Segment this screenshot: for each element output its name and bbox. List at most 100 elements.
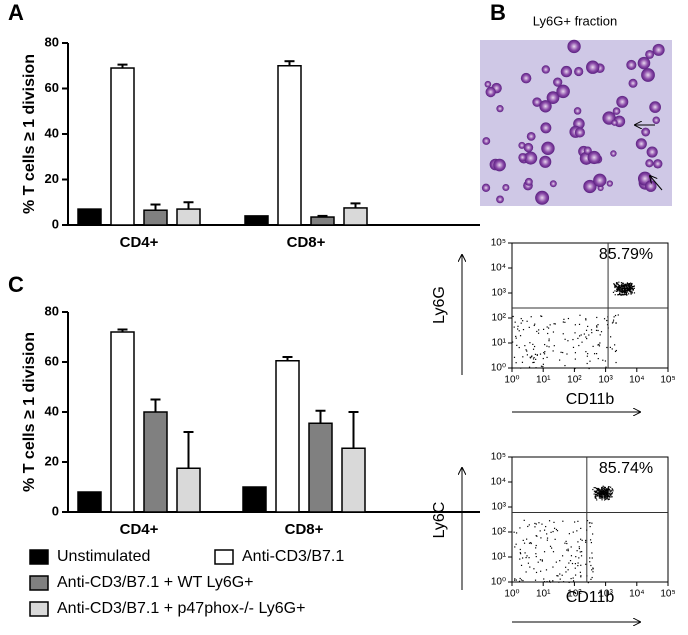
event-dot [597,324,599,326]
event-dot [601,496,603,498]
event-dot [603,490,605,493]
event-dot [600,496,603,498]
cell [540,122,552,134]
event-dot [609,494,611,496]
event-dot [619,291,621,293]
event-dot [620,285,622,287]
event-dot [596,492,598,495]
event-dot [540,570,542,572]
event-dot [522,320,524,322]
event-dot [597,489,599,491]
event-dot [623,285,625,288]
event-dot [617,284,619,286]
cell [523,142,534,153]
event-dot [606,497,609,499]
event-dot [561,574,563,576]
event-dot [586,520,589,522]
event-dot [556,530,559,532]
event-dot [605,490,607,492]
cell [573,107,582,115]
event-dot [530,542,532,544]
event-dot [605,488,608,490]
event-dot [612,490,614,492]
y-tick-label: 10⁴ [491,263,506,274]
event-dot [611,496,613,498]
event-dot [602,485,604,487]
event-dot [542,357,544,360]
event-dot [587,581,589,584]
event-dot [572,580,575,582]
event-dot [628,286,630,288]
event-dot [586,337,588,340]
event-dot [603,486,605,488]
event-dot [631,287,633,290]
event-dot [593,353,596,355]
y-tick-label: 40 [45,125,59,140]
y-tick-label: 10⁵ [491,238,506,249]
event-dot [564,364,566,367]
event-dot [611,492,614,494]
event-dot [519,552,521,554]
event-dot [592,533,594,535]
event-dot [625,290,628,292]
cell [482,137,491,145]
event-dot [528,326,530,329]
event-dot [588,522,591,524]
event-dot [607,490,609,493]
event-dot [625,291,627,293]
event-dot [591,332,593,334]
event-dot [596,499,598,501]
y-axis-label: % T cells ≥ 1 division [21,54,38,214]
event-dot [516,344,518,346]
event-dot [541,559,543,561]
y-tick-label: 10² [492,313,507,324]
event-dot [629,290,632,292]
panel-label: A [8,0,24,25]
event-dot [600,331,603,333]
event-dot [548,520,551,522]
event-dot [567,317,570,320]
event-dot [523,542,526,544]
event-dot [519,335,522,337]
event-dot [526,354,529,356]
bar [176,467,201,513]
cell [502,184,510,192]
event-dot [604,492,606,495]
cell [541,65,550,74]
x-tick-label: CD4+ [120,521,159,538]
event-dot [599,493,601,495]
y-tick-label: 80 [45,303,59,318]
cell [496,195,504,204]
event-dot [614,285,616,287]
event-dot [618,286,620,288]
panel-label: B [490,0,506,25]
bar [310,216,335,226]
event-dot [589,525,591,528]
event-dot [525,556,527,559]
event-dot [590,329,593,331]
event-dot [537,332,540,334]
event-dot [621,289,623,291]
event-dot [628,282,631,285]
event-dot [610,489,612,491]
event-dot [515,543,517,545]
event-dot [628,287,631,289]
event-dot [580,555,583,557]
event-dot [519,558,521,560]
event-dot [626,283,629,285]
event-dot [580,334,582,336]
event-dot [580,575,582,577]
cell [649,101,661,113]
event-dot [526,320,528,322]
event-dot [612,489,614,491]
event-dot [552,350,554,352]
event-dot [585,539,587,542]
x-tick-label: CD4+ [120,234,159,251]
event-dot [607,495,609,497]
legend-label: Unstimulated [57,548,150,565]
event-dot [540,365,543,367]
event-dot [621,294,624,296]
event-dot [592,488,594,491]
event-dot [542,328,545,330]
event-dot [550,531,552,533]
